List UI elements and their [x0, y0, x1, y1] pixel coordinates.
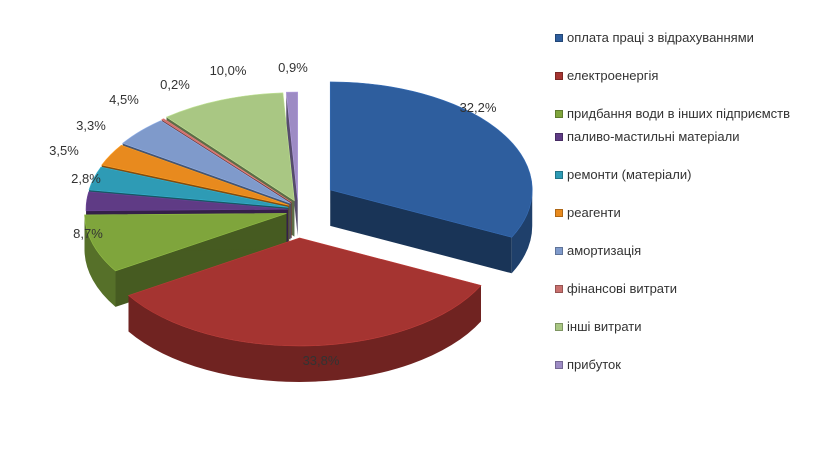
pie-slice — [127, 237, 482, 347]
legend-item: ремонти (матеріали) — [553, 167, 823, 183]
slice-value-label: 3,3% — [76, 118, 106, 133]
pie-slice — [329, 81, 533, 238]
legend-swatch — [555, 72, 563, 80]
pie-slice — [101, 144, 290, 206]
legend-item: інші витрати — [553, 319, 823, 335]
legend-swatch — [555, 247, 563, 255]
slice-value-label: 3,5% — [49, 143, 79, 158]
pie-slice — [161, 118, 292, 203]
legend-swatch — [555, 34, 563, 42]
slice-value-label: 0,9% — [278, 60, 308, 75]
legend-label: прибуток — [567, 357, 621, 372]
pie-chart: 32,2% 33,8% 8,7% 2,8% 3,5% 3,3%4,5% 0,2% 10,0% 0… — [49, 60, 533, 382]
legend-item: амортизація — [553, 243, 823, 259]
pie-slice — [122, 120, 291, 204]
legend-label: паливо-мастильні матеріали — [567, 129, 740, 144]
legend-item: оплата праці з відрахуваннями — [553, 30, 823, 46]
slice-value-label: 4,5% — [109, 92, 139, 107]
legend-swatch — [555, 110, 563, 118]
pie-slice — [85, 191, 289, 212]
legend-item: реагенти — [553, 205, 823, 221]
pie-slice — [285, 91, 299, 201]
legend-label: електроенергія — [567, 68, 659, 83]
pie-slice — [88, 166, 289, 208]
slice-value-label: 10,0% — [210, 63, 247, 78]
pie-slice — [165, 92, 295, 202]
chart-legend: оплата праці з відрахуваннями електроенер… — [553, 30, 823, 395]
legend-label: амортизація — [567, 243, 642, 258]
legend-swatch — [555, 361, 563, 369]
slice-value-label: 8,7% — [73, 226, 103, 241]
pie-slice — [84, 213, 287, 272]
legend-item: паливо-мастильні матеріали — [553, 129, 823, 145]
slice-value-label: 33,8% — [303, 353, 340, 368]
legend-label: фінансові витрати — [567, 281, 677, 296]
slice-value-label: 2,8% — [71, 171, 101, 186]
legend-label: оплата праці з відрахуваннями — [567, 30, 754, 45]
legend-label: інші витрати — [567, 319, 642, 334]
slice-value-label: 32,2% — [460, 100, 497, 115]
legend-item: прибуток — [553, 357, 823, 373]
legend-swatch — [555, 133, 563, 141]
legend-item: придбання води в інших підприємств — [553, 106, 823, 122]
legend-swatch — [555, 323, 563, 331]
legend-label: ремонти (матеріали) — [567, 167, 692, 182]
legend-swatch — [555, 285, 563, 293]
legend-label: придбання води в інших підприємств — [567, 106, 791, 121]
legend-swatch — [555, 209, 563, 217]
pie-slice-side — [330, 189, 533, 274]
legend-label: реагенти — [567, 205, 621, 220]
legend-swatch — [555, 171, 563, 179]
slice-value-label: 0,2% — [160, 77, 190, 92]
pie-slice-side — [286, 92, 298, 237]
legend-item: фінансові витрати — [553, 281, 823, 297]
legend-item: електроенергія — [553, 68, 823, 84]
